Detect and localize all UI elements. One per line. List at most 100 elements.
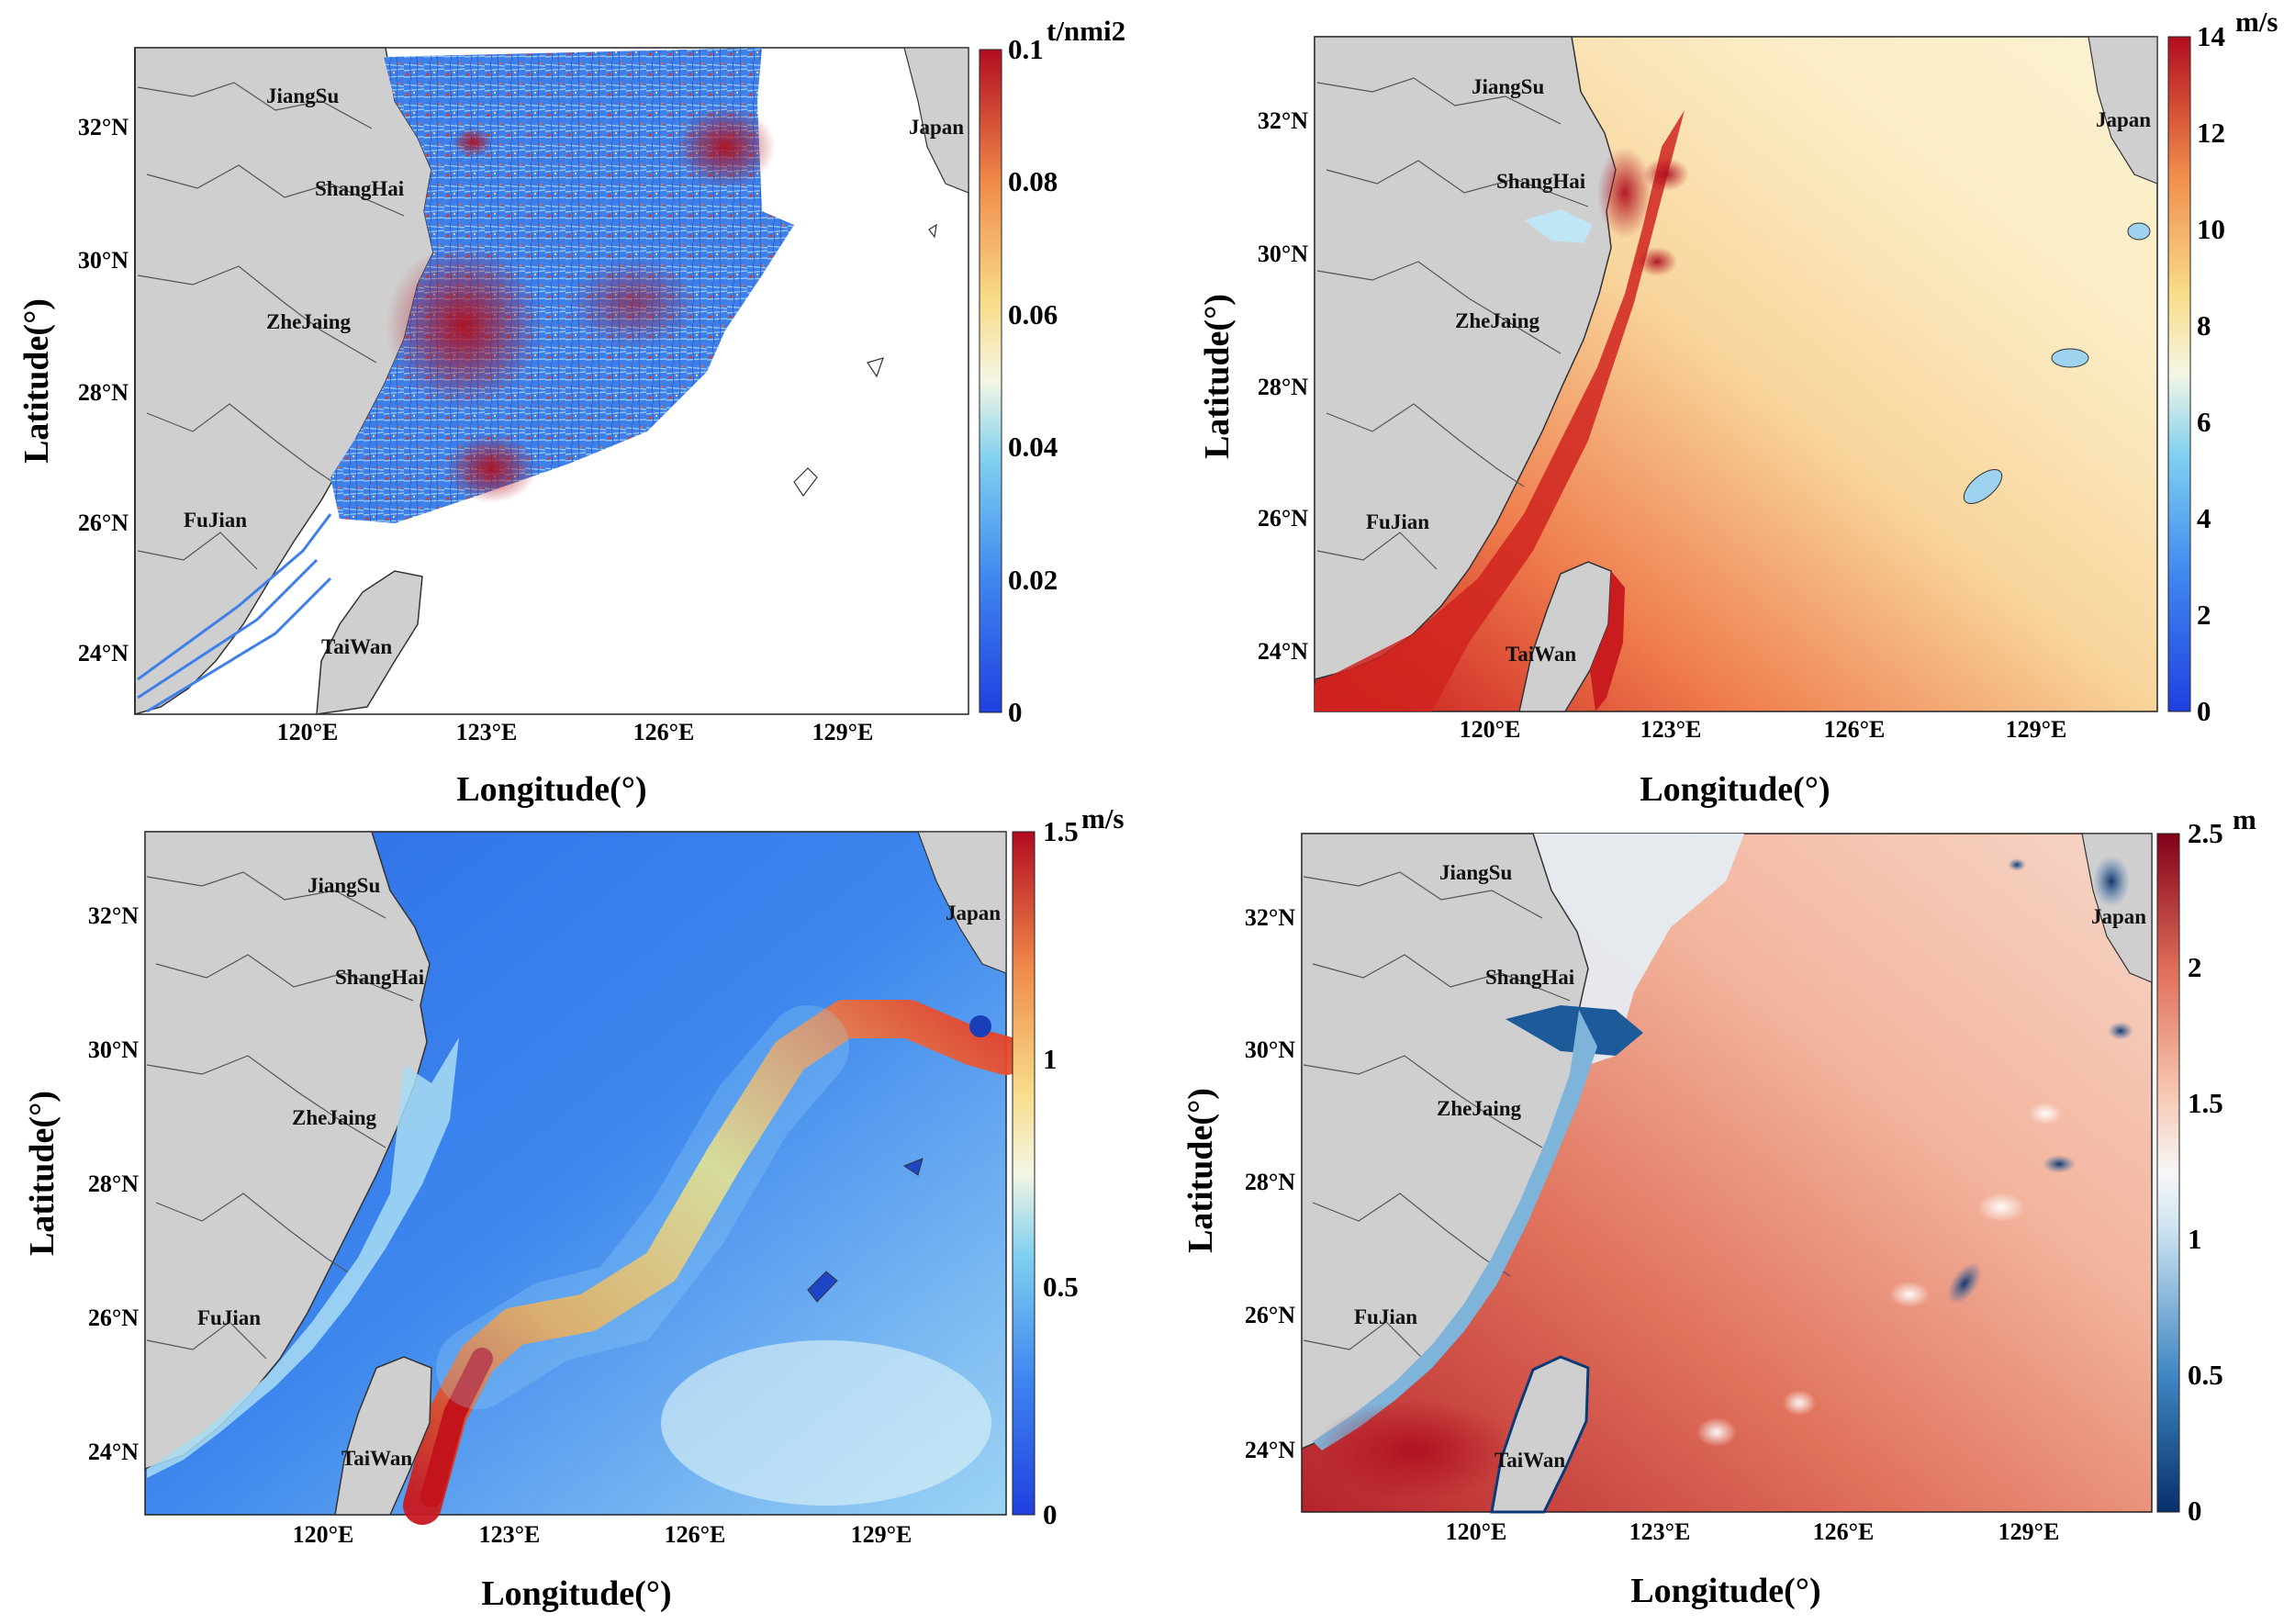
high-wind-shanghai — [1597, 147, 1652, 239]
label-jiangsu: JiangSu — [1439, 861, 1512, 884]
taiwan-land — [334, 1356, 432, 1516]
cb-tick-0.5: 0.5 — [1043, 1271, 1079, 1303]
lat-tick-26: 26°N — [78, 510, 129, 536]
province-borders — [1303, 871, 1571, 1360]
shanghai-low-wind — [1524, 209, 1593, 243]
ryukyu-islands — [807, 1158, 924, 1303]
lon-tick-120: 120°E — [293, 1521, 354, 1548]
label-taiwan: TaiWan — [1506, 643, 1576, 666]
lon-tick-129: 129°E — [812, 719, 874, 745]
lat-tick-30: 30°N — [1258, 241, 1308, 267]
lon-tick-126: 126°E — [633, 719, 695, 745]
panel-fuel-density: JiangSu ShangHai ZheJaing FuJian TaiWan … — [17, 15, 1125, 809]
colorbar-unit: t/nmi2 — [1047, 15, 1125, 47]
kuroshio-core — [420, 1348, 493, 1507]
cb-tick-0.08: 0.08 — [1008, 165, 1058, 197]
hotspot-shanghai — [453, 128, 493, 157]
label-zhejiang: ZheJaing — [1455, 309, 1540, 332]
lon-tick-123: 123°E — [479, 1521, 541, 1548]
cb-tick-1: 1 — [2188, 1223, 2202, 1255]
lat-tick-24: 24°N — [78, 640, 129, 666]
cb-tick-1.5: 1.5 — [1043, 815, 1079, 847]
island-low-wave-4 — [2008, 858, 2026, 871]
label-fujian: FuJian — [184, 509, 247, 532]
cb-tick-1: 1 — [1043, 1043, 1058, 1075]
hotspot-fujian — [445, 433, 537, 503]
x-axis-label: Longitude(°) — [456, 770, 646, 809]
lat-tick-30: 30°N — [1245, 1036, 1295, 1063]
cb-tick-0.06: 0.06 — [1008, 298, 1058, 330]
hotspot-zhejiang — [386, 243, 542, 409]
lat-tick-26: 26°N — [88, 1305, 139, 1331]
hotspot-north — [675, 106, 776, 188]
cb-tick-10: 10 — [2197, 213, 2225, 245]
lat-tick-26: 26°N — [1245, 1302, 1295, 1328]
lat-tick-32: 32°N — [1258, 107, 1308, 134]
label-fujian: FuJian — [1354, 1305, 1417, 1328]
y-axis-label: Latitude(°) — [1181, 1088, 1220, 1253]
label-jiangsu: JiangSu — [308, 874, 380, 897]
island-low-wave-3 — [1947, 1262, 1982, 1305]
shadow-3 — [1889, 1282, 1930, 1307]
high-wind-south — [1637, 247, 1677, 276]
label-fujian: FuJian — [1366, 510, 1429, 533]
label-jiangsu: JiangSu — [266, 84, 339, 107]
label-taiwan: TaiWan — [321, 635, 392, 658]
label-zhejiang: ZheJaing — [266, 310, 352, 333]
lon-tick-126: 126°E — [665, 1521, 726, 1548]
colorbar — [2156, 833, 2180, 1513]
lon-tick-126: 126°E — [1824, 716, 1886, 743]
label-japan: Japan — [946, 902, 1001, 924]
label-japan: Japan — [2096, 108, 2151, 131]
cb-tick-0.5: 0.5 — [2188, 1359, 2223, 1391]
lat-tick-24: 24°N — [1245, 1437, 1295, 1463]
province-borders — [137, 82, 405, 570]
lon-tick-129: 129°E — [1998, 1518, 2060, 1545]
lon-tick-123: 123°E — [456, 719, 518, 745]
taiwan-land — [316, 570, 423, 715]
cb-tick-0.02: 0.02 — [1008, 564, 1058, 596]
lat-tick-24: 24°N — [1258, 638, 1308, 665]
label-zhejiang: ZheJaing — [292, 1106, 377, 1129]
lon-tick-120: 120°E — [1460, 716, 1521, 743]
taiwan-east-wind — [1590, 571, 1625, 711]
lon-tick-129: 129°E — [851, 1521, 912, 1548]
label-shanghai: ShangHai — [1496, 170, 1586, 193]
lat-tick-26: 26°N — [1258, 505, 1308, 532]
japan-low-wave — [2093, 856, 2130, 907]
panel-current-speed: JiangSu ShangHai ZheJaing FuJian TaiWan … — [23, 802, 1125, 1613]
taiwan-land — [1490, 1355, 1590, 1514]
cb-tick-2.5: 2.5 — [2188, 817, 2223, 849]
province-borders — [146, 871, 414, 1360]
y-axis-label: Latitude(°) — [1198, 294, 1237, 459]
lon-tick-123: 123°E — [1640, 716, 1702, 743]
x-axis-label: Longitude(°) — [1630, 1572, 1820, 1610]
label-shanghai: ShangHai — [315, 177, 405, 200]
island-low-wind-1 — [2051, 348, 2089, 368]
eddy-japan — [969, 1015, 991, 1037]
y-axis-label: Latitude(°) — [23, 1091, 62, 1256]
label-jiangsu: JiangSu — [1472, 75, 1544, 98]
lat-tick-28: 28°N — [88, 1170, 139, 1197]
cb-tick-1.5: 1.5 — [2188, 1087, 2223, 1119]
shadow-5 — [2029, 1103, 2062, 1125]
x-axis-label: Longitude(°) — [1640, 770, 1830, 809]
lat-tick-30: 30°N — [88, 1036, 139, 1063]
island-low-wind-2 — [1963, 468, 2003, 505]
label-shanghai: ShangHai — [335, 966, 425, 989]
label-fujian: FuJian — [197, 1306, 261, 1329]
shadow-1 — [1696, 1417, 1737, 1447]
coastal-wind-strip — [1315, 110, 1685, 711]
lon-tick-123: 123°E — [1629, 1518, 1691, 1545]
cb-tick-2: 2 — [2197, 599, 2211, 631]
lat-tick-32: 32°N — [88, 902, 139, 929]
lat-tick-30: 30°N — [78, 247, 129, 274]
taiwan-land — [1518, 561, 1612, 712]
label-zhejiang: ZheJaing — [1437, 1097, 1522, 1120]
lat-tick-32: 32°N — [78, 114, 129, 140]
japan-land — [917, 831, 1007, 974]
cb-tick-8: 8 — [2197, 309, 2211, 342]
light-patch-southeast — [661, 1340, 991, 1506]
coastal-current-band — [147, 1037, 459, 1478]
